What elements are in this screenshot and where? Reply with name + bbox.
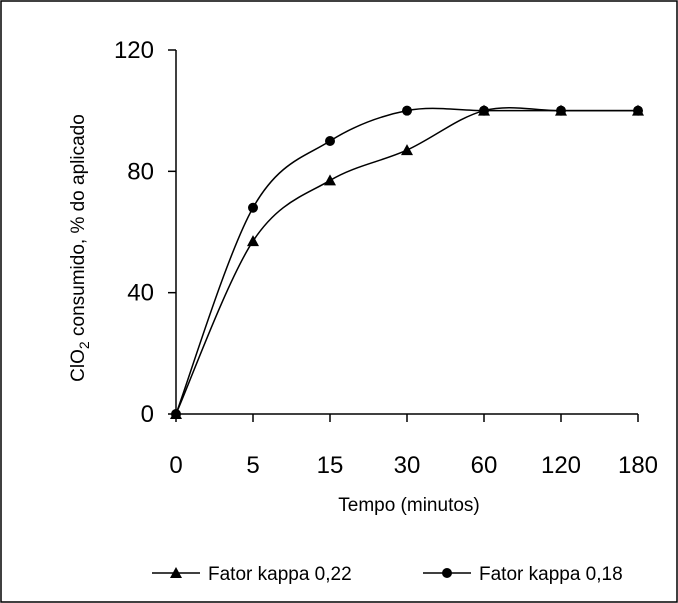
legend-label: Fator kappa 0,18 bbox=[479, 564, 623, 585]
y-axis-title-suffix: consumido, % do aplicado bbox=[68, 114, 89, 341]
x-tick-label: 5 bbox=[246, 452, 259, 479]
x-tick-label: 60 bbox=[471, 452, 498, 479]
legend-label: Fator kappa 0,22 bbox=[208, 564, 352, 585]
x-axis-ticks: 0 5 15 30 60 120 180 bbox=[169, 414, 658, 479]
x-tick-label: 30 bbox=[394, 452, 421, 479]
y-tick-label: 80 bbox=[127, 158, 154, 185]
y-axis-title-prefix: ClO bbox=[68, 349, 89, 382]
y-axis-title: ClO2 consumido, % do aplicado bbox=[68, 114, 92, 382]
x-tick-label: 15 bbox=[317, 452, 344, 479]
legend-item: Fator kappa 0,22 bbox=[152, 564, 352, 585]
data-point-circle bbox=[479, 105, 489, 116]
y-axis-title-subscript: 2 bbox=[76, 341, 92, 349]
y-axis-ticks: 0 40 80 120 bbox=[114, 37, 176, 428]
data-point-circle bbox=[402, 105, 412, 116]
data-point-triangle bbox=[247, 235, 259, 247]
data-point-circle bbox=[325, 136, 335, 146]
series-circle bbox=[171, 105, 643, 419]
x-axis-title: Tempo (minutos) bbox=[338, 495, 480, 516]
data-point-circle bbox=[556, 105, 566, 116]
x-tick-label: 120 bbox=[541, 452, 581, 479]
x-tick-label: 180 bbox=[618, 452, 658, 479]
data-point-circle bbox=[633, 105, 643, 116]
data-point-triangle bbox=[401, 144, 413, 156]
data-point-circle bbox=[248, 202, 258, 213]
data-point-triangle bbox=[324, 174, 336, 186]
series-layer bbox=[170, 104, 644, 419]
y-tick-label: 0 bbox=[141, 401, 154, 428]
legend-marker-circle bbox=[442, 568, 452, 578]
legend-item: Fator kappa 0,18 bbox=[423, 564, 623, 585]
legend-marker-triangle bbox=[170, 567, 182, 578]
y-tick-label: 40 bbox=[127, 280, 154, 307]
y-tick-label: 120 bbox=[114, 37, 154, 64]
x-tick-label: 0 bbox=[169, 452, 182, 479]
legend: Fator kappa 0,22 Fator kappa 0,18 bbox=[152, 564, 623, 585]
